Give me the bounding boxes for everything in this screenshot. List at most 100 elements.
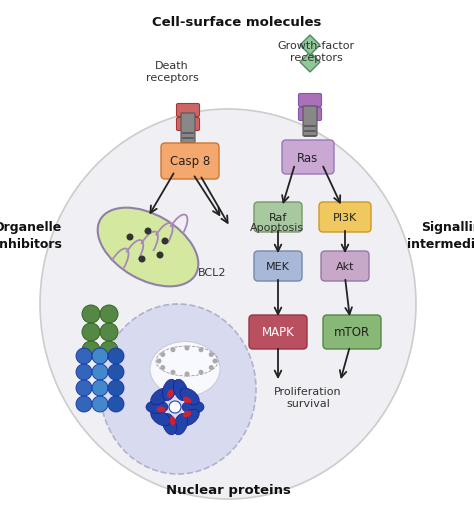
Text: Death
receptors: Death receptors bbox=[146, 61, 199, 82]
Circle shape bbox=[92, 348, 108, 364]
FancyBboxPatch shape bbox=[254, 251, 302, 281]
Ellipse shape bbox=[98, 208, 198, 287]
Circle shape bbox=[169, 401, 181, 413]
Circle shape bbox=[100, 323, 118, 342]
Circle shape bbox=[160, 352, 165, 357]
Text: MAPK: MAPK bbox=[262, 326, 294, 339]
Circle shape bbox=[209, 365, 214, 370]
Text: Organelle: Organelle bbox=[0, 221, 62, 234]
Text: Apoptosis: Apoptosis bbox=[250, 222, 304, 233]
Circle shape bbox=[156, 252, 164, 259]
FancyArrowPatch shape bbox=[342, 231, 348, 252]
Text: Ras: Ras bbox=[297, 151, 319, 164]
Circle shape bbox=[160, 365, 165, 370]
Circle shape bbox=[145, 228, 152, 235]
Text: inhibitors: inhibitors bbox=[0, 237, 62, 250]
Circle shape bbox=[171, 370, 175, 375]
Ellipse shape bbox=[167, 390, 173, 399]
Circle shape bbox=[92, 396, 108, 412]
FancyArrowPatch shape bbox=[346, 280, 352, 315]
FancyArrowPatch shape bbox=[282, 167, 294, 203]
Circle shape bbox=[171, 348, 175, 353]
Circle shape bbox=[138, 256, 146, 263]
Circle shape bbox=[199, 348, 203, 353]
Circle shape bbox=[76, 364, 92, 380]
Text: PI3K: PI3K bbox=[333, 213, 357, 222]
Circle shape bbox=[108, 348, 124, 364]
FancyBboxPatch shape bbox=[176, 104, 200, 117]
FancyArrowPatch shape bbox=[150, 174, 173, 213]
Ellipse shape bbox=[151, 388, 170, 405]
FancyBboxPatch shape bbox=[249, 316, 307, 349]
Ellipse shape bbox=[40, 110, 416, 499]
Ellipse shape bbox=[173, 414, 188, 435]
Text: MEK: MEK bbox=[266, 262, 290, 271]
FancyBboxPatch shape bbox=[161, 144, 219, 180]
FancyBboxPatch shape bbox=[321, 251, 369, 281]
Circle shape bbox=[162, 238, 168, 245]
Text: Cell-surface molecules: Cell-surface molecules bbox=[152, 16, 322, 29]
Circle shape bbox=[82, 305, 100, 323]
Text: intermediates: intermediates bbox=[407, 237, 474, 250]
FancyArrowPatch shape bbox=[201, 178, 228, 223]
Ellipse shape bbox=[170, 416, 176, 426]
Circle shape bbox=[209, 352, 214, 357]
Circle shape bbox=[76, 396, 92, 412]
Ellipse shape bbox=[183, 411, 191, 417]
Ellipse shape bbox=[182, 401, 204, 414]
Text: Akt: Akt bbox=[336, 262, 354, 271]
Text: mTOR: mTOR bbox=[334, 326, 370, 339]
FancyArrowPatch shape bbox=[274, 349, 282, 378]
Ellipse shape bbox=[173, 380, 188, 401]
Polygon shape bbox=[300, 53, 320, 73]
FancyArrowPatch shape bbox=[340, 349, 349, 378]
Text: Signalling: Signalling bbox=[421, 221, 474, 234]
Text: BCL2: BCL2 bbox=[198, 267, 227, 277]
Text: Growth-factor
receptors: Growth-factor receptors bbox=[277, 41, 355, 63]
Circle shape bbox=[82, 323, 100, 342]
Text: Nuclear proteins: Nuclear proteins bbox=[165, 483, 291, 496]
Text: Casp 8: Casp 8 bbox=[170, 155, 210, 168]
Text: Proliferation
survival: Proliferation survival bbox=[274, 386, 342, 408]
FancyArrowPatch shape bbox=[274, 280, 282, 315]
Ellipse shape bbox=[100, 304, 256, 474]
FancyArrowPatch shape bbox=[194, 177, 219, 215]
Ellipse shape bbox=[180, 409, 199, 426]
Circle shape bbox=[184, 372, 190, 377]
Circle shape bbox=[108, 396, 124, 412]
Circle shape bbox=[76, 380, 92, 396]
Circle shape bbox=[92, 380, 108, 396]
FancyBboxPatch shape bbox=[176, 118, 200, 131]
FancyArrowPatch shape bbox=[323, 167, 340, 203]
FancyBboxPatch shape bbox=[299, 108, 321, 121]
Ellipse shape bbox=[163, 380, 176, 401]
Circle shape bbox=[156, 359, 162, 364]
Circle shape bbox=[108, 380, 124, 396]
Ellipse shape bbox=[180, 388, 199, 405]
FancyBboxPatch shape bbox=[303, 107, 317, 137]
Circle shape bbox=[108, 364, 124, 380]
Circle shape bbox=[100, 305, 118, 323]
Ellipse shape bbox=[157, 407, 166, 413]
Ellipse shape bbox=[150, 342, 220, 397]
FancyBboxPatch shape bbox=[299, 94, 321, 107]
Polygon shape bbox=[300, 36, 320, 56]
Text: Raf: Raf bbox=[269, 213, 287, 222]
FancyBboxPatch shape bbox=[319, 203, 371, 233]
FancyArrowPatch shape bbox=[274, 231, 282, 252]
FancyBboxPatch shape bbox=[323, 316, 381, 349]
Circle shape bbox=[92, 364, 108, 380]
Circle shape bbox=[184, 346, 190, 351]
Circle shape bbox=[212, 359, 218, 364]
Circle shape bbox=[100, 342, 118, 359]
Ellipse shape bbox=[183, 397, 191, 404]
FancyBboxPatch shape bbox=[282, 140, 334, 175]
Ellipse shape bbox=[163, 414, 176, 435]
Circle shape bbox=[82, 342, 100, 359]
Circle shape bbox=[127, 234, 134, 241]
Circle shape bbox=[76, 348, 92, 364]
Circle shape bbox=[199, 370, 203, 375]
FancyBboxPatch shape bbox=[254, 203, 302, 233]
Ellipse shape bbox=[146, 401, 168, 414]
FancyBboxPatch shape bbox=[181, 114, 195, 144]
